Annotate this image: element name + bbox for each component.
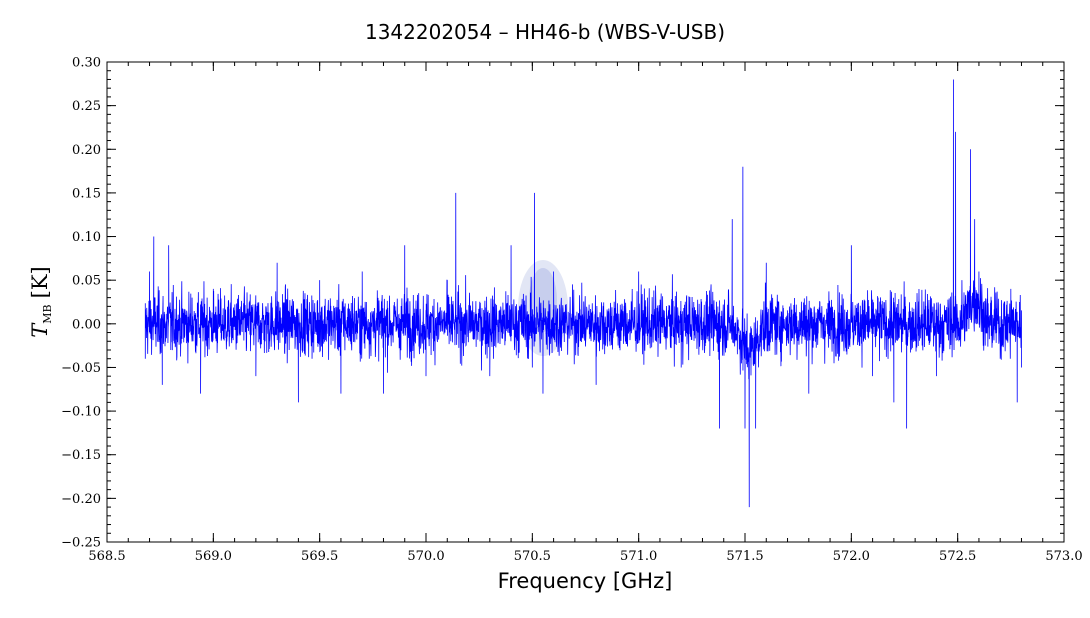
ticks-layer [106,61,1065,543]
series-layer [144,79,1022,508]
x-tick-label: 572.5 [939,549,976,564]
x-tick-label: 569.0 [195,549,232,564]
x-tick-label: 571.5 [726,549,763,564]
spectrum-line [144,79,1022,508]
y-tick-label: 0.30 [72,56,101,71]
y-tick-label: −0.05 [61,361,101,376]
chart-title: 1342202054 – HH46-b (WBS-V-USB) [365,20,725,44]
y-axis-label: TMB [K] [28,266,54,337]
y-tick-label: 0.15 [72,186,101,201]
x-tick-label: 570.5 [514,549,551,564]
x-tick-label: 568.5 [88,549,125,564]
y-axis-symbol: T [28,322,52,338]
y-tick-label: 0.00 [72,317,101,332]
y-tick-label: −0.25 [61,536,101,551]
x-tick-label: 569.5 [301,549,338,564]
y-tick-label: −0.20 [61,492,101,507]
y-tick-label: 0.20 [72,143,101,158]
y-tick-label: −0.15 [61,448,101,463]
x-tick-label: 571.0 [620,549,657,564]
y-tick-label: 0.10 [72,230,101,245]
y-tick-label: 0.05 [72,274,101,289]
y-tick-label: 0.25 [72,99,101,114]
x-axis-label: Frequency [GHz] [498,569,673,593]
x-tick-label: 573.0 [1045,549,1082,564]
y-axis-unit: [K] [28,266,52,298]
y-tick-label: −0.10 [61,405,101,420]
x-tick-label: 570.0 [407,549,444,564]
y-axis-subscript: MB [41,304,54,323]
x-tick-label: 572.0 [833,549,870,564]
plot-frame [106,61,1065,543]
x-tick-labels: 568.5 569.0 569.5 570.0 570.5 571.0 571.5 572.0… [88,549,1082,564]
y-tick-labels: −0.25 −0.20 −0.15 −0.10 −0.05 0.00 0.05 0.10 0.1… [61,56,101,551]
